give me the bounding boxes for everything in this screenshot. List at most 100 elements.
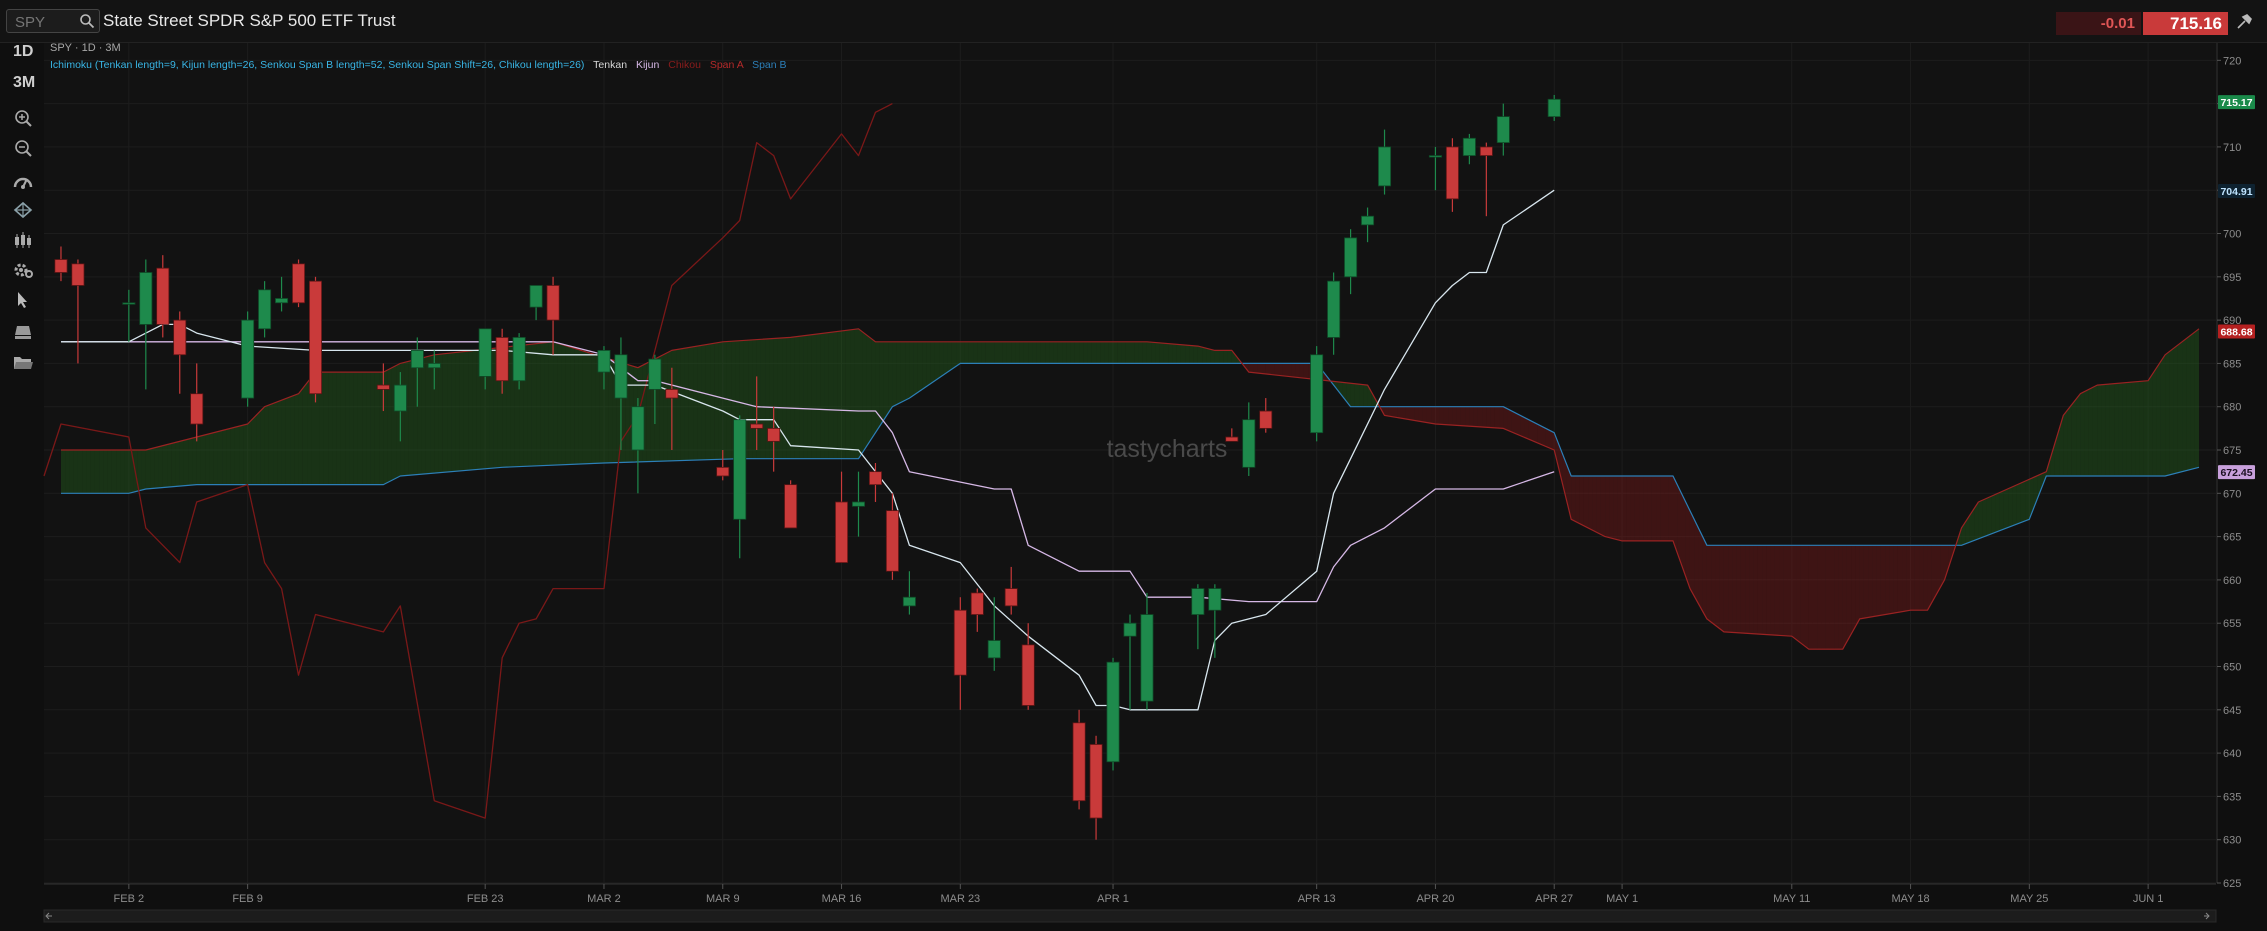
cloud-bullish-segment — [1113, 341, 1118, 364]
candle-body — [478, 328, 492, 377]
cloud-bullish-segment — [2092, 385, 2098, 476]
settings-icon[interactable] — [12, 259, 34, 281]
y-tick-label: 625 — [2223, 878, 2241, 890]
cloud-bullish-segment — [2050, 443, 2055, 476]
cloud-bullish-segment — [1096, 341, 1101, 364]
cloud-bullish-segment — [603, 357, 609, 463]
candle-body — [546, 285, 560, 321]
cloud-bullish-segment — [2008, 486, 2013, 528]
cloud-bullish-segment — [99, 450, 104, 494]
cloud-bullish-segment — [782, 337, 787, 459]
tenkan-line — [61, 189, 1555, 711]
cloud-bearish-segment — [1291, 363, 1296, 378]
cloud-bearish-segment — [1545, 428, 1550, 449]
candle-body — [953, 609, 967, 676]
cloud-bullish-segment — [794, 336, 800, 459]
cloud-bearish-segment — [1426, 406, 1432, 424]
cloud-bullish-segment — [578, 349, 583, 465]
cloud-bearish-segment — [1295, 363, 1300, 378]
cloud-bullish-segment — [917, 341, 923, 393]
scroll-left-icon[interactable] — [45, 912, 52, 920]
symbol-search[interactable] — [6, 9, 100, 33]
symbol-input[interactable] — [13, 12, 79, 32]
candle-body — [308, 280, 323, 395]
candle-body — [1106, 661, 1120, 763]
cloud-bullish-segment — [408, 360, 414, 476]
cloud-bearish-segment — [1749, 545, 1754, 634]
zoom-in-icon[interactable] — [12, 107, 34, 129]
cloud-bullish-segment — [1359, 384, 1364, 407]
timeframe-3m[interactable]: 3M — [13, 74, 36, 91]
candle — [495, 328, 509, 394]
candle — [1428, 146, 1442, 191]
cloud-bullish-segment — [1074, 341, 1080, 364]
cloud-bullish-segment — [1337, 381, 1343, 396]
cursor-icon[interactable] — [12, 289, 34, 311]
candle-body — [631, 406, 645, 451]
cloud-bullish-segment — [561, 344, 566, 465]
last-price: 715.16 — [2143, 12, 2228, 35]
cloud-bullish-segment — [111, 450, 117, 494]
cloud-bullish-segment — [1363, 384, 1368, 407]
pin-icon[interactable] — [2236, 14, 2254, 30]
cloud-bullish-segment — [82, 450, 87, 494]
cloud-bullish-segment — [2105, 383, 2110, 476]
zoom-out-icon[interactable] — [12, 137, 34, 159]
timeframe-1d[interactable]: 1D — [13, 43, 34, 60]
cloud-bullish-segment — [2020, 481, 2026, 523]
cloud-bullish-segment — [676, 348, 681, 461]
scroll-right-icon[interactable] — [2204, 912, 2210, 920]
cloud-bullish-segment — [1223, 350, 1228, 364]
layers-icon[interactable] — [12, 320, 34, 342]
cloud-bearish-segment — [1274, 363, 1279, 376]
drawing-icon[interactable] — [12, 199, 34, 221]
cloud-bullish-segment — [192, 437, 197, 486]
cloud-bearish-segment — [1388, 406, 1394, 417]
cloud-bullish-segment — [2165, 351, 2170, 476]
cloud-bullish-segment — [557, 343, 562, 465]
scrollbar-track[interactable] — [43, 909, 2217, 923]
candle-body — [614, 354, 628, 399]
horizontal-scrollbar[interactable] — [43, 909, 2217, 923]
cloud-bearish-segment — [1872, 545, 1877, 617]
cloud-bullish-segment — [1991, 494, 1996, 534]
cloud-bullish-segment — [1002, 341, 1007, 364]
cloud-bullish-segment — [595, 354, 600, 464]
cloud-bearish-segment — [1948, 545, 1953, 567]
cloud-bullish-segment — [1219, 350, 1224, 364]
cloud-bullish-segment — [77, 450, 83, 494]
cloud-bullish-segment — [396, 363, 401, 479]
candle-body — [258, 289, 272, 330]
candle — [648, 354, 662, 425]
cloud-bearish-segment — [1537, 424, 1542, 445]
cloud-bearish-segment — [1409, 406, 1415, 421]
price-tag-label: 688.68 — [2220, 327, 2252, 339]
cloud-bullish-segment — [417, 358, 422, 475]
x-tick-label: MAY 11 — [1773, 893, 1810, 905]
candle-body — [1242, 419, 1256, 468]
cloud-bullish-segment — [90, 450, 95, 494]
indicators-icon[interactable] — [12, 171, 34, 193]
cloud-bearish-segment — [1762, 545, 1767, 635]
search-icon[interactable] — [79, 13, 95, 29]
cloud-bearish-segment — [1897, 545, 1903, 613]
cloud-bullish-segment — [480, 349, 486, 470]
cloud-bearish-segment — [1422, 406, 1427, 423]
candle — [1327, 272, 1341, 355]
cloud-bullish-segment — [1006, 341, 1012, 364]
cloud-bullish-segment — [1100, 341, 1105, 364]
cloud-bullish-segment — [1138, 341, 1143, 364]
cloud-bullish-segment — [196, 435, 201, 485]
folder-icon[interactable] — [12, 351, 34, 373]
cloud-bearish-segment — [1253, 363, 1258, 373]
cloud-bullish-segment — [2029, 477, 2034, 520]
cloud-bearish-segment — [1286, 363, 1292, 377]
x-tick-label: MAY 18 — [1892, 893, 1930, 905]
cloud-bullish-segment — [1367, 385, 1372, 407]
chart-type-icon[interactable] — [12, 229, 34, 251]
candle-body — [1428, 155, 1442, 158]
cloud-bearish-segment — [1673, 475, 1678, 553]
cloud-bullish-segment — [328, 372, 333, 485]
candle — [1344, 229, 1358, 295]
